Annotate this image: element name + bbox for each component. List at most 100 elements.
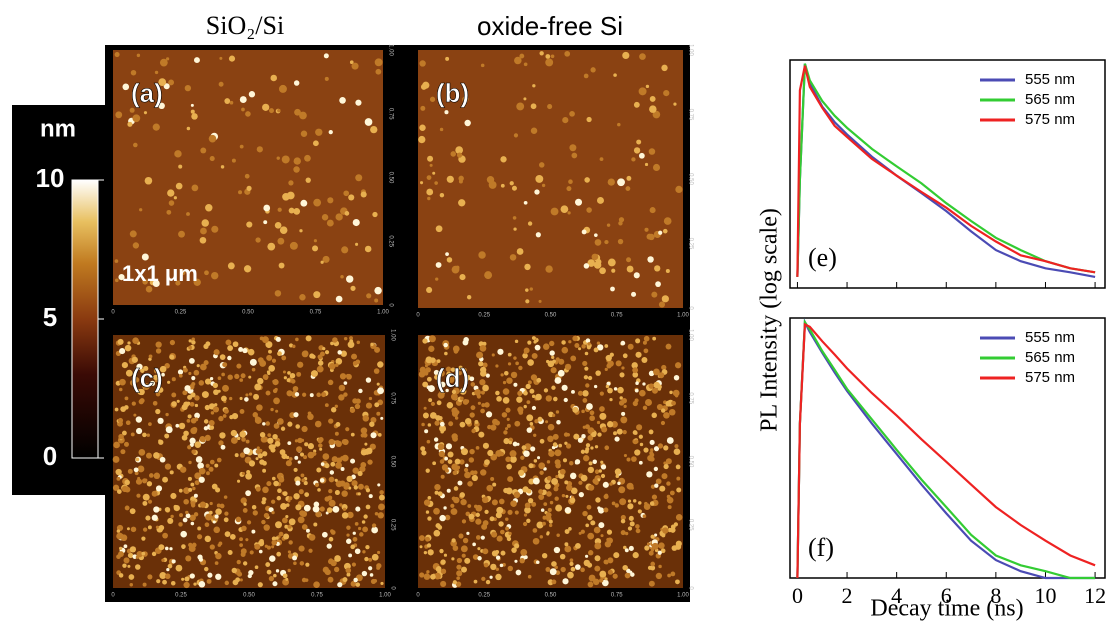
afm-grain (591, 253, 599, 261)
afm-grain (350, 432, 355, 437)
afm-grain (515, 569, 522, 576)
afm-grain (181, 404, 188, 411)
afm-grain (423, 371, 429, 376)
afm-grain (263, 220, 268, 225)
afm-grain (267, 433, 272, 437)
afm-grain (188, 339, 192, 343)
afm-grain (452, 345, 460, 353)
afm-grain (642, 514, 647, 518)
afm-grain (447, 459, 453, 464)
afm-grain (484, 271, 493, 280)
afm-grain (547, 423, 555, 431)
afm-grain (631, 456, 637, 462)
afm-grain (342, 577, 348, 583)
afm-grain (427, 549, 434, 556)
afm-grain (312, 245, 319, 252)
afm-grain (191, 449, 196, 455)
afm-grain (138, 449, 146, 456)
afm-grain (529, 388, 535, 394)
afm-grain (533, 459, 538, 463)
afm-grain (531, 394, 536, 399)
afm-grain (503, 487, 509, 494)
afm-grain (126, 527, 130, 531)
afm-grain (599, 267, 606, 275)
x-tick-label: 4 (891, 583, 902, 608)
afm-grain (554, 449, 562, 457)
afm-grain (652, 336, 657, 341)
afm-grain (301, 350, 309, 358)
afm-grain (564, 480, 569, 485)
afm-grain (181, 544, 186, 549)
afm-tick-label: 0.75 (687, 392, 693, 404)
afm-grain (587, 342, 591, 346)
afm-grain (663, 461, 667, 465)
afm-grain (175, 564, 183, 572)
afm-tick-label: 0.50 (243, 593, 255, 599)
afm-grain (348, 194, 355, 201)
afm-grain (666, 437, 674, 444)
afm-grain (654, 533, 658, 537)
afm-grain (472, 554, 479, 560)
afm-grain (485, 579, 491, 585)
afm-grain (582, 360, 588, 367)
afm-grain (330, 461, 336, 467)
afm-grain (301, 425, 308, 433)
afm-grain (671, 545, 678, 551)
afm-grain (133, 467, 139, 473)
afm-grain (213, 349, 220, 356)
afm-grain (137, 476, 141, 480)
afm-grain (266, 569, 272, 575)
afm-grain (171, 377, 176, 382)
afm-grain (632, 499, 637, 503)
afm-grain (289, 457, 293, 461)
afm-grain (553, 396, 558, 402)
afm-grain (559, 468, 566, 475)
afm-grain (317, 360, 324, 366)
afm-grain (187, 445, 192, 450)
afm-grain (582, 510, 588, 517)
afm-grain (667, 573, 671, 578)
afm-grain (224, 531, 231, 537)
afm-grain (356, 340, 361, 345)
afm-grain (641, 357, 648, 364)
afm-grain (628, 515, 634, 521)
legend-label: 555 nm (1025, 71, 1075, 88)
afm-grain (161, 372, 165, 377)
afm-grain (568, 487, 573, 491)
decay-curve (796, 65, 1096, 277)
afm-grain (147, 499, 153, 504)
afm-grain (313, 198, 322, 207)
afm-grain (187, 394, 193, 400)
afm-grain (315, 128, 323, 136)
afm-grain (368, 494, 373, 499)
afm-grain (240, 552, 246, 557)
afm-grain (269, 108, 274, 114)
afm-grain (522, 486, 529, 493)
afm-grain (312, 140, 319, 147)
afm-grain (120, 449, 126, 455)
afm-grain (606, 529, 613, 535)
afm-grain (239, 578, 243, 582)
afm-grain (440, 568, 447, 574)
afm-grain (662, 228, 668, 234)
afm-grain (545, 265, 553, 273)
afm-grain (572, 406, 579, 413)
afm-grain (323, 53, 329, 59)
afm-grain (615, 360, 622, 367)
afm-grain (357, 470, 363, 477)
afm-grain (445, 366, 452, 372)
afm-grain (459, 492, 466, 498)
afm-grain (277, 108, 281, 113)
afm-grain (474, 388, 481, 396)
afm-grain (596, 196, 604, 204)
afm-grain (627, 526, 633, 531)
afm-grain (626, 265, 634, 273)
afm-grain (232, 341, 239, 348)
afm-grain (270, 74, 278, 82)
afm-grain (188, 345, 192, 350)
afm-grain (624, 548, 629, 553)
afm-grain (650, 484, 656, 489)
afm-grain (365, 488, 371, 493)
afm-grain (426, 286, 433, 294)
afm-tick-label: 0 (111, 310, 115, 316)
